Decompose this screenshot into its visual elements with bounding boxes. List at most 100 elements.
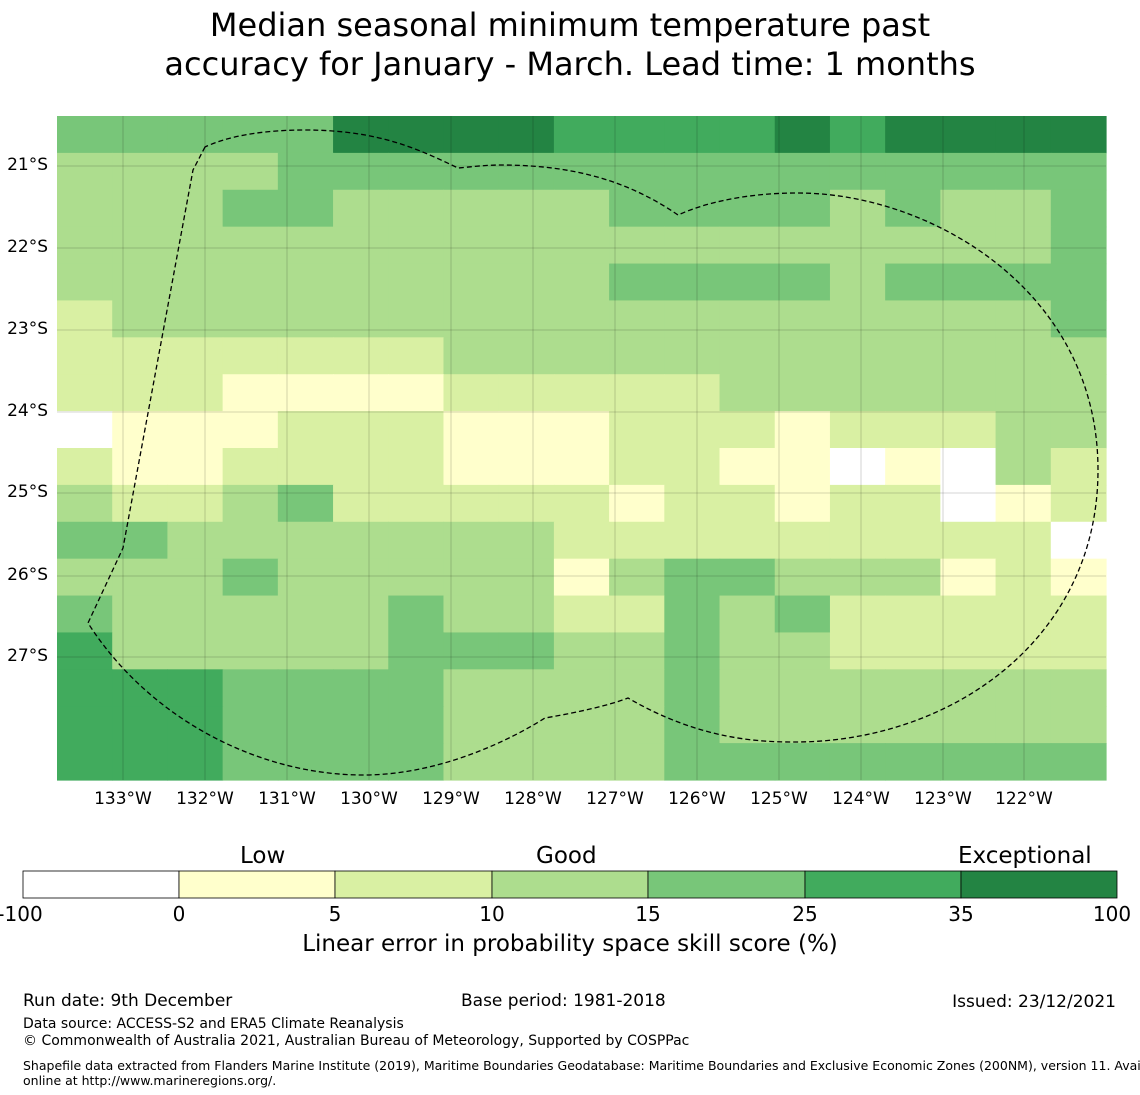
graticule xyxy=(57,116,1106,780)
grid-cell xyxy=(1050,337,1107,375)
grid-cell xyxy=(57,484,113,523)
grid-cell xyxy=(333,484,389,523)
grid-cell xyxy=(774,448,831,486)
grid-cell xyxy=(277,152,334,191)
skill-grid xyxy=(57,116,1107,781)
grid-cell xyxy=(498,484,555,523)
grid-cell xyxy=(609,374,665,412)
grid-cell xyxy=(443,152,500,191)
grid-cell xyxy=(388,226,445,265)
grid-cell xyxy=(995,484,1052,523)
lon-label: 125°W xyxy=(750,789,808,809)
grid-cell xyxy=(609,116,665,154)
grid-cell xyxy=(719,116,776,154)
grid-cell xyxy=(774,632,831,670)
lon-label: 131°W xyxy=(258,789,316,809)
grid-cell xyxy=(222,521,279,560)
grid-cell xyxy=(829,116,886,154)
grid-cell xyxy=(995,226,1052,265)
grid-cell xyxy=(1050,116,1107,154)
grid-cell xyxy=(222,448,279,486)
colorbar-tick: -100 xyxy=(0,902,43,926)
grid-cell xyxy=(388,484,445,523)
grid-cell xyxy=(57,116,113,154)
grid-cell xyxy=(609,558,665,597)
grid-cell xyxy=(609,263,665,302)
grid-cell xyxy=(443,263,500,302)
grid-cell xyxy=(443,558,500,597)
grid-cell xyxy=(553,374,610,412)
grid-cell xyxy=(112,189,169,228)
grid-cell xyxy=(829,374,886,412)
colorbar-segment xyxy=(178,870,336,899)
grid-cell xyxy=(719,706,776,744)
legend-category-exceptional: Exceptional xyxy=(958,843,1092,869)
grid-cell xyxy=(553,632,610,670)
grid-cell xyxy=(829,706,886,744)
grid-cell xyxy=(388,448,445,486)
grid-cell xyxy=(719,189,776,228)
grid-cell xyxy=(829,226,886,265)
grid-cell xyxy=(333,189,389,228)
grid-cell xyxy=(443,669,500,707)
grid-cell xyxy=(609,300,665,338)
grid-cell xyxy=(57,263,113,302)
grid-cell xyxy=(388,743,445,781)
grid-cell xyxy=(388,300,445,338)
grid-cell xyxy=(664,521,721,560)
grid-cell xyxy=(885,337,941,375)
lon-label: 126°W xyxy=(668,789,726,809)
grid-cell xyxy=(774,411,831,449)
grid-cell xyxy=(829,300,886,338)
grid-cell xyxy=(719,152,776,191)
grid-cell xyxy=(885,300,941,338)
grid-cell xyxy=(664,374,721,412)
lon-label: 129°W xyxy=(422,789,480,809)
grid-cell xyxy=(498,374,555,412)
grid-cell xyxy=(333,632,389,670)
grid-cell xyxy=(333,263,389,302)
grid-cell xyxy=(553,484,610,523)
grid-cell xyxy=(222,374,279,412)
grid-cell xyxy=(388,116,445,154)
grid-cell xyxy=(719,448,776,486)
grid-cell xyxy=(664,558,721,597)
grid-cell xyxy=(498,226,555,265)
grid-cell xyxy=(443,448,500,486)
grid-cell xyxy=(167,263,224,302)
grid-cell xyxy=(553,669,610,707)
grid-cell xyxy=(1050,521,1107,560)
grid-cell xyxy=(664,300,721,338)
grid-cell xyxy=(664,152,721,191)
grid-cell xyxy=(167,116,224,154)
grid-cell xyxy=(167,521,224,560)
grid-cell xyxy=(774,116,831,154)
grid-cell xyxy=(388,411,445,449)
grid-cell xyxy=(940,558,997,597)
grid-cell xyxy=(388,558,445,597)
lon-label: 124°W xyxy=(832,789,890,809)
grid-cell xyxy=(388,595,445,634)
lon-label: 128°W xyxy=(504,789,562,809)
colorbar-segment xyxy=(804,870,962,899)
grid-cell xyxy=(498,337,555,375)
grid-cell xyxy=(333,152,389,191)
grid-cell xyxy=(664,743,721,781)
grid-cell xyxy=(277,263,334,302)
grid-cell xyxy=(57,226,113,265)
grid-cell xyxy=(112,263,169,302)
grid-cell xyxy=(940,116,997,154)
grid-cell xyxy=(885,116,941,154)
chart-title: Median seasonal minimum temperature past… xyxy=(0,6,1140,84)
grid-cell xyxy=(719,558,776,597)
grid-cell xyxy=(333,374,389,412)
grid-cell xyxy=(609,448,665,486)
grid-cell xyxy=(388,521,445,560)
grid-cell xyxy=(995,411,1052,449)
grid-cell xyxy=(277,484,334,523)
grid-cell xyxy=(719,374,776,412)
grid-cell xyxy=(1050,743,1107,781)
grid-cell xyxy=(609,669,665,707)
grid-cell xyxy=(277,226,334,265)
